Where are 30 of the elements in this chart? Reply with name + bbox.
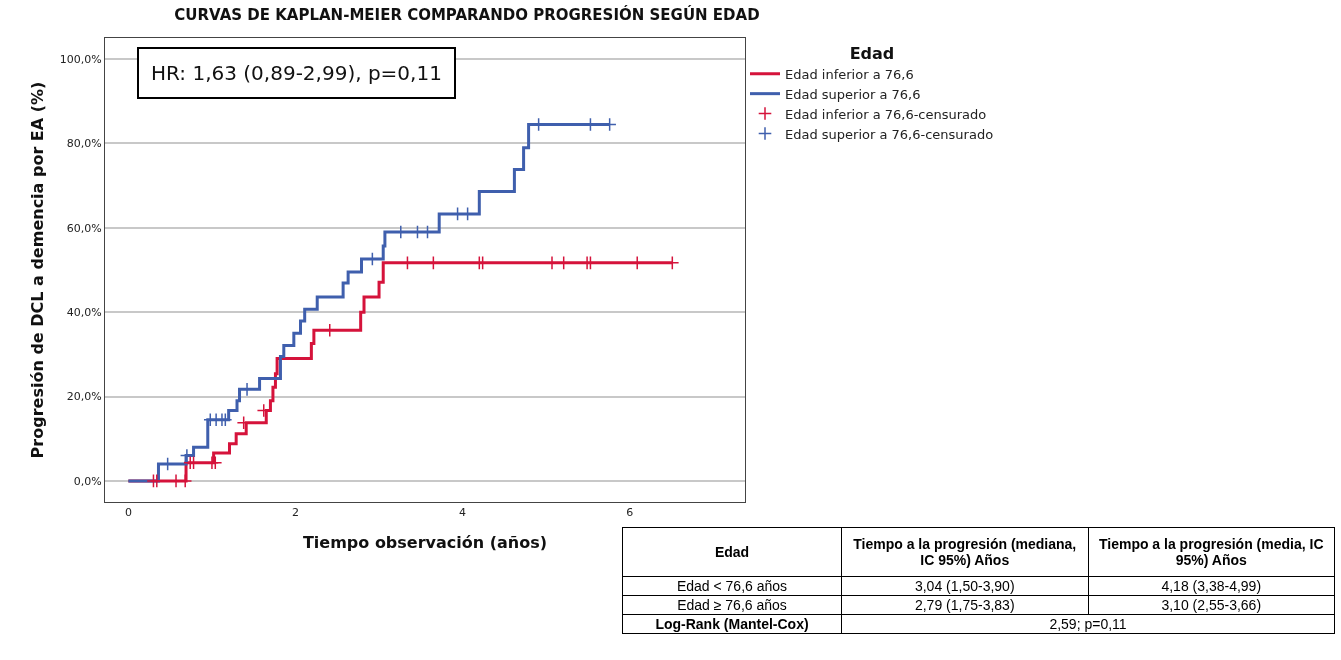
text: 2,79 (1,75-3,83): [841, 595, 1088, 615]
x-tick-label: 0: [124, 506, 132, 520]
y-tick-label: 60,0%: [66, 221, 102, 235]
text: Log-Rank (Mantel-Cox): [622, 614, 842, 634]
annotation: HR: 1,63 (0,89-2,99), p=0,11: [151, 61, 442, 85]
text: Edad: [622, 527, 842, 577]
legend-label: Edad superior a 76,6-censurado: [785, 126, 994, 142]
legend-label: Edad inferior a 76,6-censurado: [785, 106, 987, 122]
y-tick-label: 80,0%: [66, 137, 102, 151]
text: 4,18 (3,38-4,99): [1088, 576, 1335, 596]
y-tick-label: 20,0%: [66, 390, 102, 404]
legend-label: Edad inferior a 76,6: [785, 66, 914, 82]
text: 3,04 (1,50-3,90): [841, 576, 1088, 596]
y-axis-title: Progresión de DCL a demencia por EA (%): [27, 81, 47, 459]
text: Tiempo a la progresión (mediana, IC 95%) Años: [841, 527, 1088, 577]
x-tick-label: 2: [292, 506, 299, 520]
y-tick-label: 0,0%: [73, 474, 102, 488]
y-tick-label: 40,0%: [66, 306, 102, 320]
text: 2,59; p=0,11: [841, 614, 1335, 634]
chart-title: CURVAS DE KAPLAN-MEIER COMPARANDO PROGRESIÓN SEGÚN EDAD: [174, 5, 760, 25]
legend-title: Edad: [849, 43, 895, 63]
text: Edad ≥ 76,6 años: [622, 595, 842, 615]
text: Edad < 76,6 años: [622, 576, 842, 596]
y-tick-label: 100,0%: [59, 52, 102, 66]
x-axis-title: Tiempo observación (años): [302, 532, 548, 552]
text: Tiempo a la progresión (media, IC 95%) Años: [1088, 527, 1335, 577]
text: 3,10 (2,55-3,66): [1088, 595, 1335, 615]
legend-label: Edad superior a 76,6: [785, 86, 921, 102]
x-tick-label: 4: [459, 506, 467, 520]
x-tick-label: 6: [626, 506, 634, 520]
